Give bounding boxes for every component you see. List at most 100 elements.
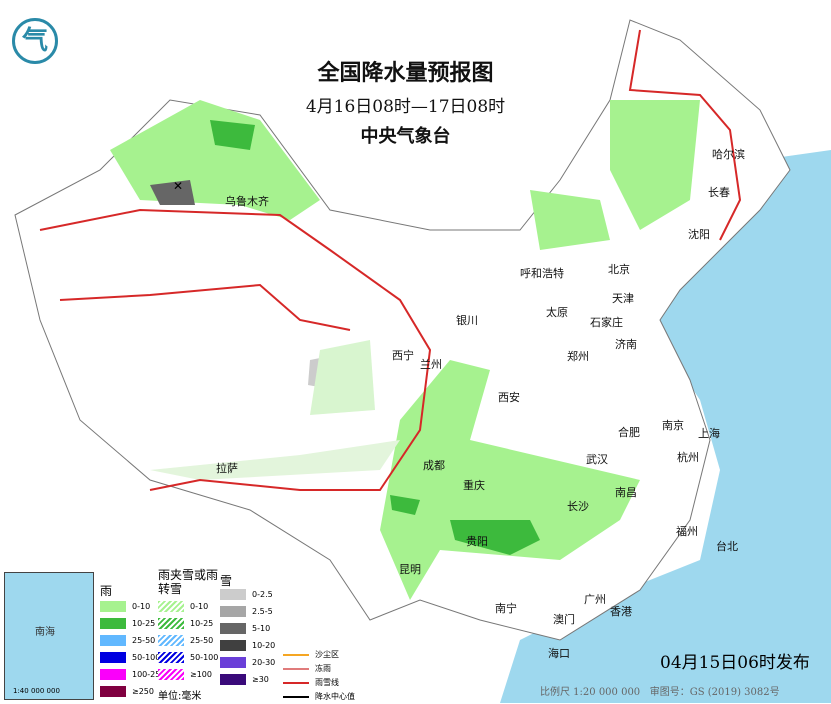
legend-label: 10-25: [132, 619, 156, 628]
legend-swatch: [220, 640, 246, 651]
legend-swatch: [158, 618, 184, 629]
legend-swatch: [220, 606, 246, 617]
legend-label: 10-20: [252, 641, 276, 650]
city-label: 天津: [612, 292, 634, 305]
legend-label: 冻雨: [315, 664, 331, 673]
forecast-period: 4月16日08时—17日08时: [305, 97, 506, 117]
sleet-area: [310, 340, 375, 415]
city-label: 广州: [584, 593, 606, 606]
city-label: 石家庄: [590, 316, 623, 329]
legend-swatch: [158, 652, 184, 663]
legend-label: 10-25: [190, 619, 214, 628]
city-label: 拉萨: [216, 462, 238, 475]
sleet-area: [150, 440, 400, 480]
city-label: 澳门: [553, 613, 575, 626]
city-label: 哈尔滨: [712, 148, 745, 161]
legend-swatch: [100, 669, 126, 680]
city-label: 郑州: [567, 350, 589, 363]
city-label: 呼和浩特: [520, 267, 564, 280]
legend-label: 雨雪线: [315, 678, 339, 687]
rain-snow-line: [39, 208, 432, 491]
city-label: 兰州: [420, 358, 442, 371]
legend-item: ≥250: [100, 683, 165, 700]
legend-symbol: 冻雨: [283, 662, 383, 676]
cma-logo: 气: [12, 18, 58, 64]
map-scale-and-approval: 比例尺 1:20 000 000 审图号：GS (2019) 3082号: [540, 683, 780, 698]
city-label: 长沙: [567, 500, 589, 513]
legend-swatch: [158, 601, 184, 612]
city-label: 西安: [498, 391, 520, 404]
legend-label: ≥100: [190, 670, 212, 679]
legend-item: 10-25: [158, 615, 220, 632]
south-china-sea-inset: 南海 1:40 000 000: [4, 572, 94, 700]
legend-swatch: [100, 686, 126, 697]
legend-item: 5-10: [220, 620, 275, 637]
legend-unit: 单位:毫米: [158, 691, 202, 702]
issuer: 中央气象台: [360, 126, 451, 147]
legend-sleet-title: 雨夹雪或雨转雪: [158, 568, 219, 596]
legend-item: 20-30: [220, 654, 275, 671]
city-label: 台北: [716, 540, 738, 553]
legend-symbol: 降水中心值: [283, 690, 383, 704]
map-title: 全国降水量预报图: [317, 60, 494, 86]
symbol-icon: [283, 681, 309, 684]
legend-symbol: 沙尘区: [283, 648, 383, 662]
city-label: 南昌: [615, 486, 637, 499]
legend-item: 25-50: [158, 632, 220, 649]
legend-item: 25-50: [100, 632, 165, 649]
city-label: 济南: [615, 338, 637, 351]
legend-swatch: [100, 601, 126, 612]
legend-item: 100-250: [100, 666, 165, 683]
legend-label: ≥30: [252, 675, 269, 684]
city-label: 重庆: [463, 479, 485, 492]
legend-label: 沙尘区: [315, 650, 339, 659]
legend-item: 2.5-5: [220, 603, 275, 620]
legend: 雨 0-10 10-25 25-50 50-100 100-250 ≥250 雨夹雪或雨转…: [98, 568, 355, 702]
legend-swatch: [220, 674, 246, 685]
city-label: 南京: [662, 419, 684, 432]
legend-item: 0-10: [158, 598, 220, 615]
rain-snow-line: [628, 29, 742, 241]
issue-time: 04月15日06时发布: [660, 653, 810, 673]
snow-area: [150, 180, 195, 205]
legend-swatch: [158, 669, 184, 680]
rain-0-10: [610, 100, 700, 230]
legend-symbol: 雨雪线: [283, 676, 383, 690]
city-label: 昆明: [399, 563, 421, 576]
legend-item: ≥30: [220, 671, 275, 688]
legend-label: 50-100: [132, 653, 161, 662]
city-label: 武汉: [586, 453, 608, 466]
inset-scale: 1:40 000 000: [13, 687, 60, 695]
city-label: 成都: [423, 459, 445, 472]
symbol-icon: [283, 653, 309, 656]
legend-swatch: [220, 623, 246, 634]
legend-label: 20-30: [252, 658, 276, 667]
rain-snow-line: [59, 283, 351, 331]
legend-item: 10-20: [220, 637, 275, 654]
city-label: 海口: [548, 647, 570, 660]
legend-item: 0-10: [100, 598, 165, 615]
legend-item: 50-100: [158, 649, 220, 666]
city-label: 长春: [708, 186, 730, 199]
legend-item: 10-25: [100, 615, 165, 632]
city-label: 银川: [456, 314, 478, 327]
rain-10-25: [450, 520, 540, 555]
rain-0-10: [530, 190, 610, 250]
legend-label: 25-50: [132, 636, 156, 645]
legend-label: 0-10: [132, 602, 151, 611]
city-label: 西宁: [392, 349, 414, 362]
legend-label: 5-10: [252, 624, 271, 633]
symbol-icon: [283, 667, 309, 670]
city-label: 香港: [610, 605, 632, 618]
legend-rain-title: 雨: [100, 584, 113, 598]
legend-swatch: [158, 635, 184, 646]
city-label: 杭州: [677, 451, 699, 464]
rain-10-25: [210, 120, 255, 150]
scale: 比例尺 1:20 000 000: [540, 687, 641, 698]
legend-swatch: [220, 657, 246, 668]
city-label: 贵阳: [466, 535, 488, 548]
legend-label: 0-2.5: [252, 590, 273, 599]
legend-item: ≥100: [158, 666, 220, 683]
legend-swatch: [100, 618, 126, 629]
legend-swatch: [220, 589, 246, 600]
